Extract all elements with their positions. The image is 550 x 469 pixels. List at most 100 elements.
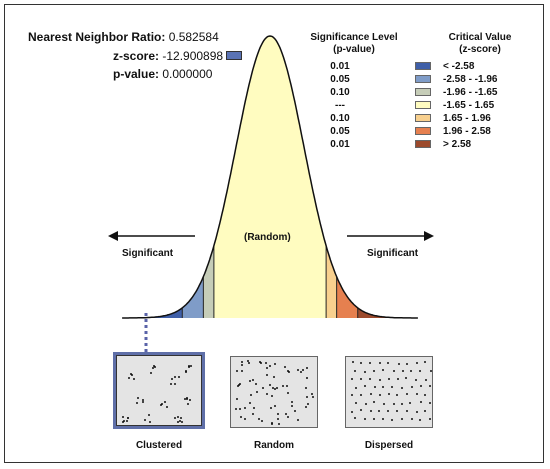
legend-row: 0.01 < -2.58: [330, 61, 475, 72]
left-arrow-head: [108, 231, 118, 241]
ratio-label: Nearest Neighbor Ratio:: [28, 30, 166, 44]
pattern-point: [239, 382, 242, 385]
pattern-point: [418, 370, 421, 373]
pattern-point: [410, 386, 413, 389]
pattern-point: [130, 373, 133, 376]
pattern-point: [364, 385, 367, 388]
pattern-point: [127, 376, 130, 379]
pattern-point: [240, 364, 243, 367]
pattern-point: [170, 383, 172, 385]
pattern-point: [306, 366, 308, 369]
pattern-point: [283, 365, 286, 368]
pattern-point: [125, 420, 128, 423]
pattern-point: [163, 401, 166, 404]
pattern-point: [247, 360, 250, 363]
pattern-point: [126, 416, 129, 419]
significance-level-header: Significance Level (p-value): [310, 32, 398, 55]
pattern-point: [185, 371, 187, 374]
legend-swatch: [415, 75, 431, 83]
pattern-point: [273, 405, 276, 407]
ratio-stat: Nearest Neighbor Ratio: 0.582584: [28, 30, 219, 44]
pattern-point: [419, 401, 422, 404]
pattern-point: [240, 416, 243, 419]
pattern-point: [234, 408, 237, 411]
pattern-point: [397, 362, 400, 365]
pattern-point: [396, 409, 399, 412]
pattern-point: [304, 406, 307, 409]
pattern-point: [392, 402, 395, 405]
pattern-point: [179, 419, 182, 422]
pattern-point: [382, 369, 385, 372]
pattern-point: [401, 370, 404, 373]
pattern-point: [369, 393, 372, 396]
legend-row: 0.01 > 2.58: [330, 139, 472, 150]
pattern-point: [379, 362, 382, 364]
pattern-point: [141, 400, 144, 403]
pattern-point: [305, 376, 308, 379]
z-score-stat: z-score: -12.900898: [113, 49, 223, 63]
ratio-value: 0.582584: [168, 30, 219, 44]
pattern-point: [256, 391, 259, 394]
pattern-point: [409, 370, 412, 373]
legend-swatch: [415, 101, 431, 109]
pattern-point: [135, 401, 138, 404]
curve-region: [203, 245, 214, 318]
pattern-point: [350, 410, 353, 413]
pattern-point: [387, 393, 390, 396]
pattern-point: [269, 384, 272, 387]
pattern-point: [150, 371, 153, 374]
pattern-point: [405, 377, 408, 380]
clustered-caption: Clustered: [135, 440, 183, 451]
legend-row: 0.10 -1.96 - -1.65: [330, 87, 498, 98]
pattern-point: [297, 418, 299, 421]
pattern-point: [121, 415, 124, 418]
pattern-point: [271, 423, 274, 426]
pattern-point: [287, 391, 289, 394]
pattern-point: [428, 417, 431, 420]
pattern-point: [294, 410, 297, 413]
pattern-point: [178, 375, 181, 378]
pattern-point: [400, 387, 403, 389]
p-value-value: 0.000000: [162, 67, 213, 81]
pattern-point: [354, 417, 357, 420]
legend-row: 0.10 1.65 - 1.96: [330, 113, 491, 124]
pattern-point: [277, 423, 280, 426]
legend-swatch: [415, 62, 431, 70]
curve-outline: [122, 35, 418, 319]
pattern-point: [184, 369, 187, 372]
pattern-point: [387, 409, 389, 412]
pattern-point: [133, 377, 136, 380]
pattern-point: [260, 361, 263, 364]
pattern-point: [387, 378, 390, 381]
pattern-point: [248, 379, 251, 382]
pattern-point: [428, 401, 431, 404]
pattern-point: [350, 377, 353, 380]
pattern-point: [122, 421, 125, 424]
pattern-point: [377, 409, 380, 412]
pattern-point: [258, 418, 261, 421]
pattern-point: [270, 407, 273, 410]
pattern-point: [373, 369, 375, 372]
pattern-point: [159, 404, 162, 407]
right-arrow-head: [424, 231, 434, 241]
pattern-point: [409, 401, 412, 404]
pattern-point: [266, 367, 269, 369]
pattern-point: [181, 421, 184, 424]
curve-region: [326, 245, 337, 318]
pattern-point: [416, 361, 418, 364]
pattern-point: [236, 384, 239, 387]
pattern-point: [240, 370, 243, 373]
curve-region: [213, 36, 327, 318]
pattern-point: [354, 370, 357, 373]
pattern-point: [363, 417, 366, 420]
pattern-point: [300, 371, 303, 374]
pattern-point: [148, 413, 151, 416]
pattern-point: [381, 417, 384, 420]
pattern-point: [354, 402, 357, 405]
pattern-point: [305, 396, 308, 399]
z-score-label: z-score:: [113, 49, 160, 63]
pattern-point: [310, 392, 313, 395]
pattern-point: [160, 402, 163, 405]
pattern-point: [152, 366, 154, 369]
pattern-point: [383, 403, 386, 405]
